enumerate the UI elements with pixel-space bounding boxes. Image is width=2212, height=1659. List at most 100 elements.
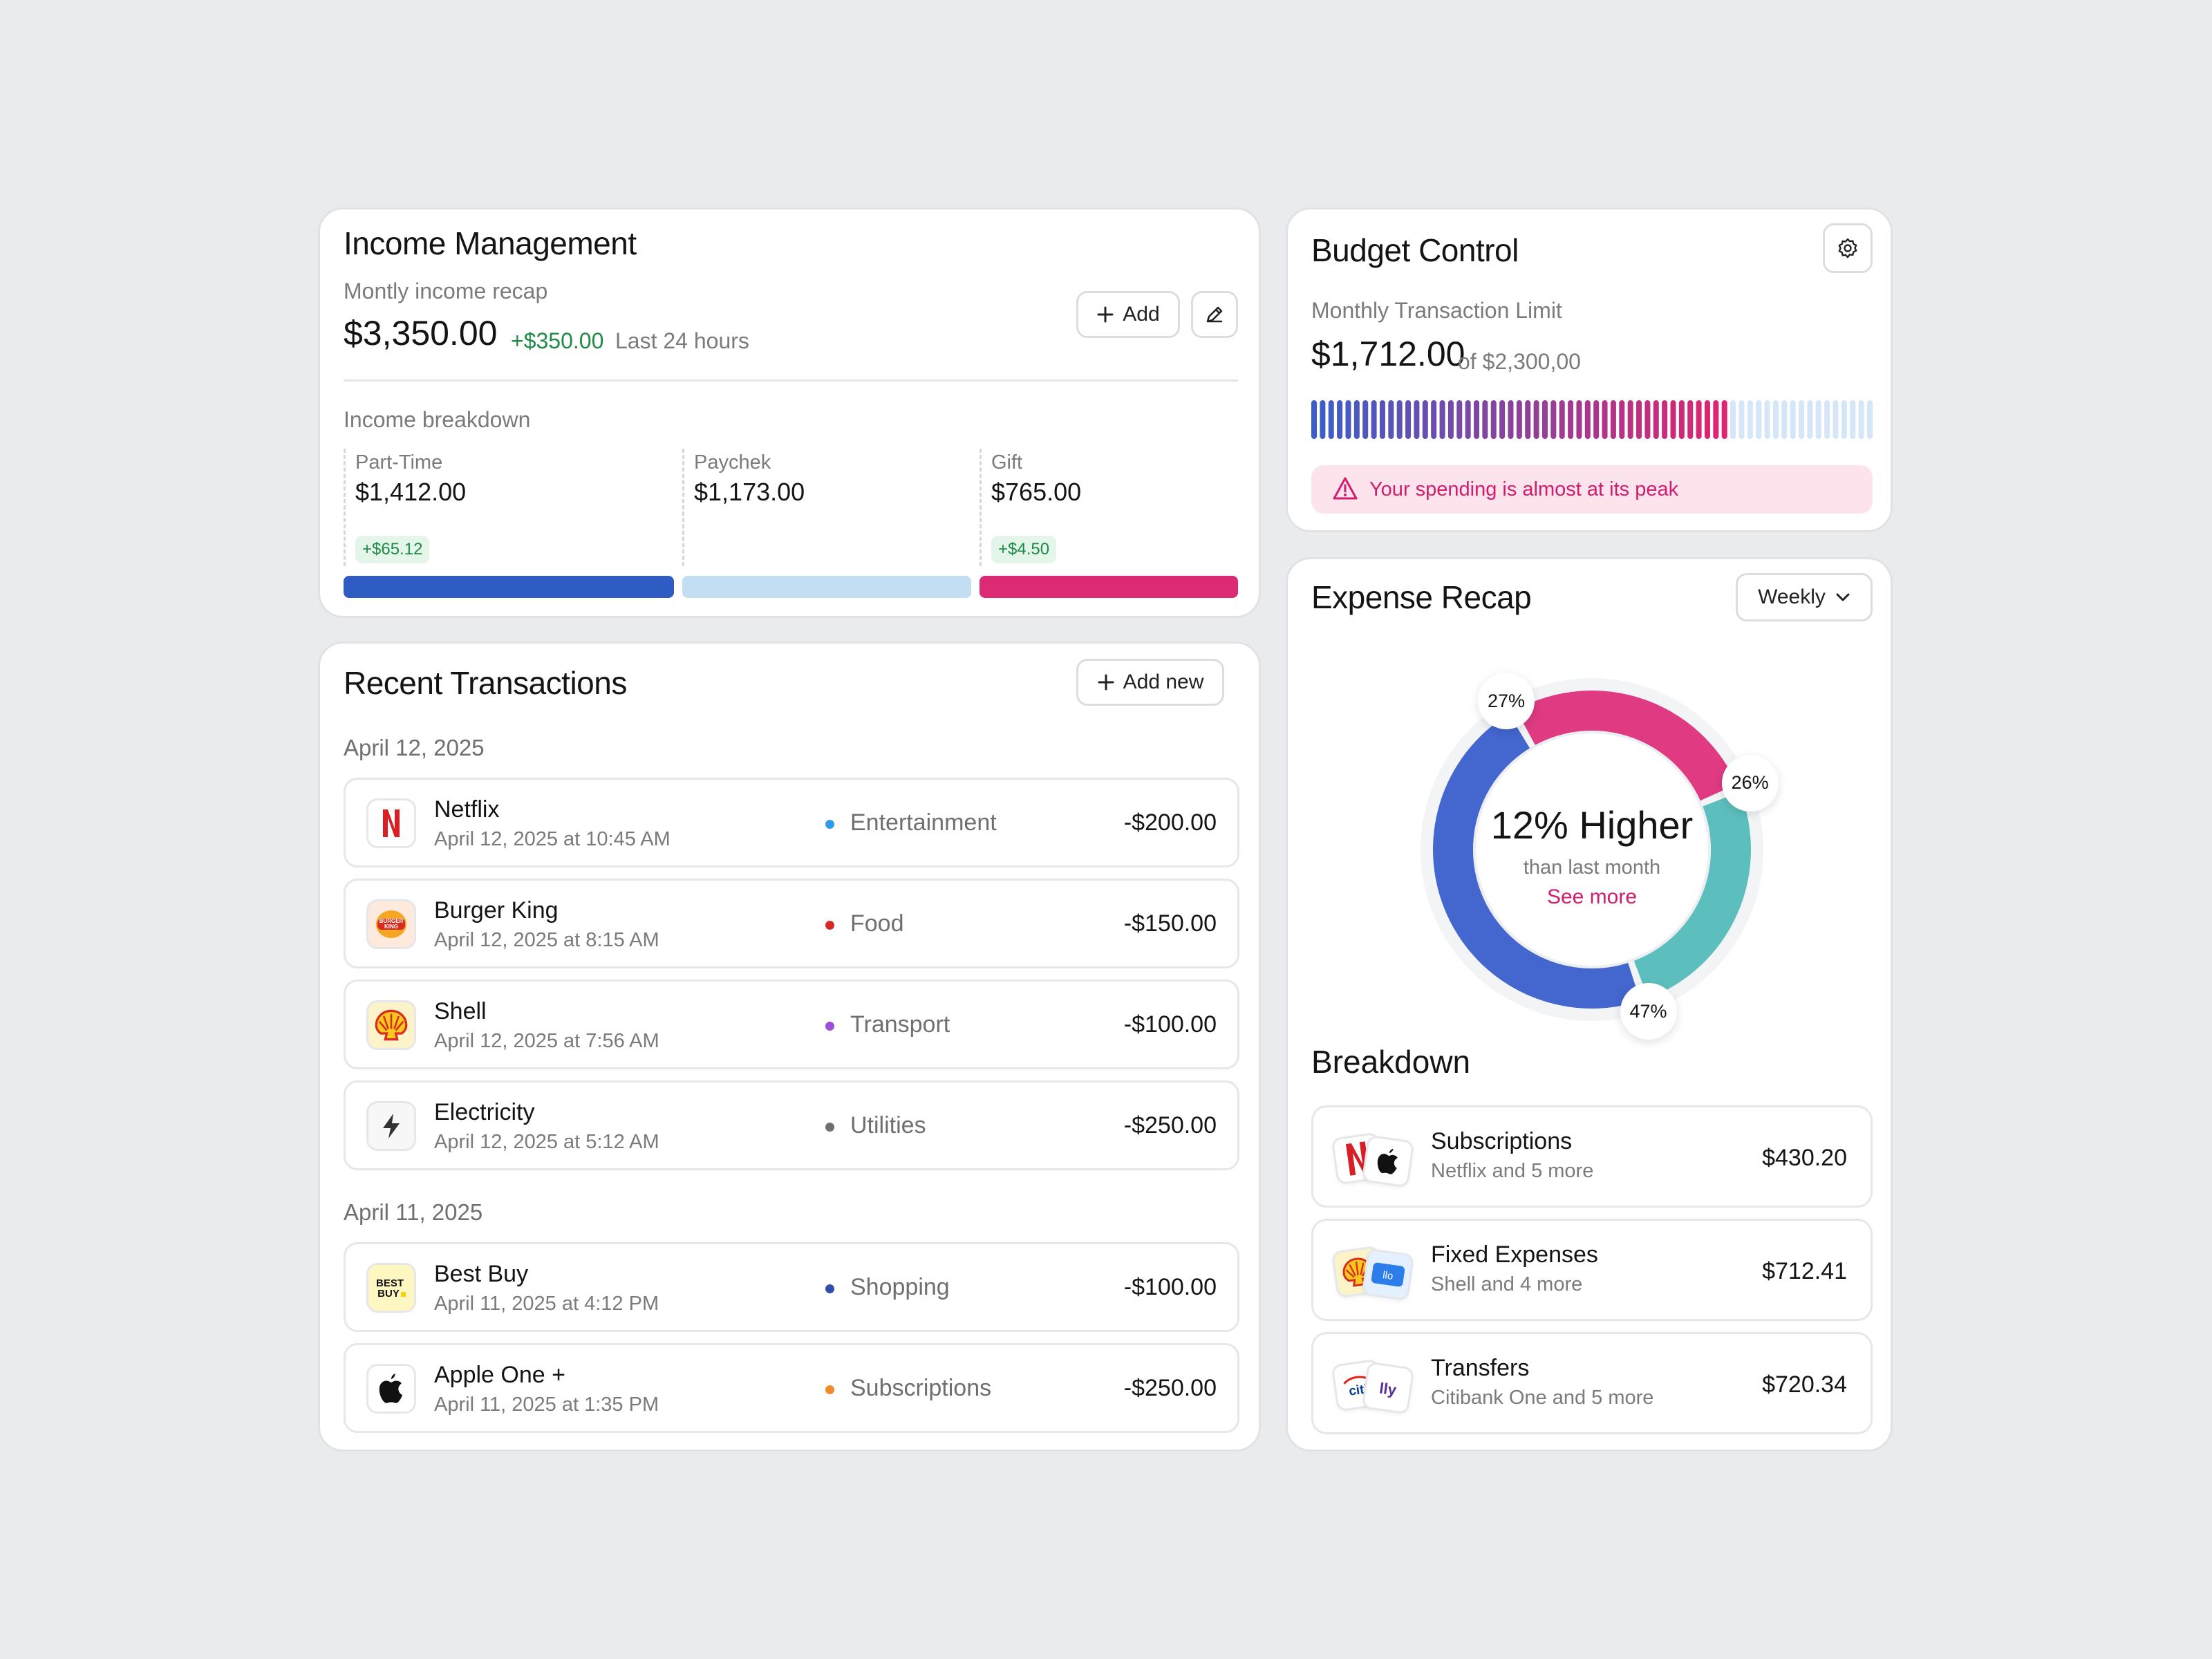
- budget-remaining-tick: [1730, 400, 1736, 439]
- transaction-category: Food: [850, 910, 904, 937]
- transaction-row[interactable]: BURGER KING Burger King April 12, 2025 at 8…: [344, 879, 1239, 968]
- gear-icon: [1837, 237, 1859, 259]
- budget-used-tick: [1353, 400, 1360, 439]
- budget-used-tick: [1311, 400, 1317, 439]
- income-source-value: $1,412.00: [355, 478, 467, 506]
- transaction-row[interactable]: Netflix April 12, 2025 at 10:45 AM Enterta…: [344, 778, 1239, 868]
- donut-percent-label: 26%: [1721, 754, 1779, 812]
- budget-used-tick: [1636, 400, 1642, 439]
- breakdown-row-fixed-expenses[interactable]: llo Fixed Expenses Shell and 4 more $712…: [1311, 1219, 1873, 1321]
- income-source-value: $1,173.00: [694, 478, 805, 506]
- budget-title: Budget Control: [1311, 232, 1519, 268]
- budget-remaining-tick: [1833, 400, 1839, 439]
- income-breakdown-item: Part-Time $1,412.00 +$65.12: [344, 449, 675, 566]
- budget-used-tick: [1447, 400, 1454, 439]
- budget-control-card: Budget Control Monthly Transaction Limit…: [1286, 207, 1893, 532]
- transaction-row[interactable]: Apple One + April 11, 2025 at 1:35 PM Subs…: [344, 1343, 1239, 1433]
- svg-text:lly: lly: [1378, 1379, 1398, 1398]
- breakdown-sub: Citibank One and 5 more: [1431, 1387, 1654, 1409]
- budget-used-tick: [1610, 400, 1616, 439]
- budget-used-tick: [1593, 400, 1600, 439]
- budget-used-tick: [1345, 400, 1351, 439]
- budget-used-tick: [1371, 400, 1377, 439]
- budget-settings-button[interactable]: [1823, 223, 1873, 273]
- add-income-button[interactable]: Add: [1076, 291, 1180, 338]
- budget-remaining-tick: [1738, 400, 1745, 439]
- expense-recap-card: Expense Recap Weekly 12% Higher than las…: [1286, 557, 1893, 1452]
- period-select[interactable]: Weekly: [1736, 573, 1873, 621]
- donut-percent-label: 27%: [1478, 673, 1535, 730]
- transaction-row[interactable]: Electricity April 12, 2025 at 5:12 AM Util…: [344, 1080, 1239, 1170]
- breakdown-sub: Netflix and 5 more: [1431, 1160, 1594, 1182]
- spending-alert: Your spending is almost at its peak: [1311, 465, 1873, 514]
- budget-remaining-tick: [1781, 400, 1788, 439]
- transaction-datetime: April 11, 2025 at 4:12 PM: [434, 1293, 659, 1315]
- budget-used-tick: [1576, 400, 1582, 439]
- category-dot: [825, 1385, 834, 1394]
- income-total: $3,350.00: [344, 314, 498, 353]
- see-more-link[interactable]: See more: [1546, 885, 1638, 908]
- budget-used-tick: [1533, 400, 1539, 439]
- transactions-title: Recent Transactions: [344, 665, 627, 701]
- donut-segment[interactable]: [1433, 713, 1640, 1009]
- apple-icon: [1361, 1134, 1415, 1188]
- budget-used-tick: [1431, 400, 1437, 439]
- budget-used-tick: [1559, 400, 1565, 439]
- income-change-badge: +$65.12: [355, 536, 430, 563]
- breakdown-row-subscriptions[interactable]: Subscriptions Netflix and 5 more $430.20: [1311, 1105, 1873, 1208]
- budget-remaining-tick: [1807, 400, 1813, 439]
- income-change-badge: +$4.50: [991, 536, 1057, 563]
- breakdown-row-transfers[interactable]: citi lly Transfers Citibank One and 5 mo…: [1311, 1332, 1873, 1434]
- budget-used-tick: [1721, 400, 1727, 439]
- budget-used-tick: [1396, 400, 1403, 439]
- pencil-icon: [1204, 304, 1225, 325]
- budget-used-tick: [1584, 400, 1591, 439]
- donut-percent-label: 47%: [1620, 983, 1677, 1040]
- transaction-amount: -$200.00: [1123, 809, 1217, 836]
- budget-used-tick: [1328, 400, 1334, 439]
- budget-used-tick: [1696, 400, 1702, 439]
- budget-limit: of $2,300,00: [1458, 349, 1581, 374]
- period-select-value: Weekly: [1758, 585, 1826, 608]
- budget-used-tick: [1627, 400, 1633, 439]
- add-new-transaction-button[interactable]: Add new: [1076, 659, 1224, 706]
- income-divider: [344, 379, 1238, 382]
- budget-used-tick: [1422, 400, 1428, 439]
- budget-remaining-tick: [1764, 400, 1770, 439]
- transfer-app-icon: lly: [1361, 1361, 1415, 1415]
- budget-used-tick: [1388, 400, 1394, 439]
- shell-logo: [366, 1000, 416, 1050]
- transaction-amount: -$150.00: [1123, 910, 1217, 937]
- transaction-datetime: April 12, 2025 at 5:12 AM: [434, 1131, 659, 1153]
- category-dot: [825, 820, 834, 829]
- budget-remaining-tick: [1858, 400, 1864, 439]
- donut-caption: than last month: [1523, 856, 1661, 879]
- lightning-icon: [366, 1101, 416, 1151]
- donut-headline: 12% Higher: [1490, 803, 1694, 847]
- budget-used-tick: [1320, 400, 1326, 439]
- donut-segment[interactable]: [1633, 791, 1751, 999]
- budget-used-tick: [1678, 400, 1685, 439]
- add-new-label: Add new: [1123, 671, 1204, 693]
- budget-used-tick: [1568, 400, 1574, 439]
- transaction-merchant: Shell: [434, 998, 487, 1024]
- budget-used-tick: [1516, 400, 1522, 439]
- income-share-bar: [682, 576, 971, 598]
- edit-income-button[interactable]: [1191, 291, 1238, 338]
- breakdown-amount: $712.41: [1762, 1258, 1847, 1284]
- budget-used-tick: [1414, 400, 1420, 439]
- svg-text:llo: llo: [1382, 1269, 1394, 1282]
- transaction-datetime: April 12, 2025 at 10:45 AM: [434, 828, 671, 850]
- chevron-down-icon: [1835, 592, 1850, 602]
- transaction-row[interactable]: Shell April 12, 2025 at 7:56 AM Transport -…: [344, 980, 1239, 1069]
- breakdown-amount: $430.20: [1762, 1145, 1847, 1171]
- income-title: Income Management: [344, 225, 637, 261]
- budget-remaining-tick: [1867, 400, 1873, 439]
- transaction-row[interactable]: BEST BUY Best Buy April 11, 2025 at 4:12 PM…: [344, 1242, 1239, 1332]
- income-share-bar: [344, 576, 674, 598]
- income-breakdown-item: Paychek $1,173.00: [682, 449, 973, 566]
- budget-used-tick: [1713, 400, 1719, 439]
- budget-used-tick: [1379, 400, 1385, 439]
- donut-segment[interactable]: [1516, 691, 1737, 801]
- transaction-merchant: Best Buy: [434, 1261, 529, 1287]
